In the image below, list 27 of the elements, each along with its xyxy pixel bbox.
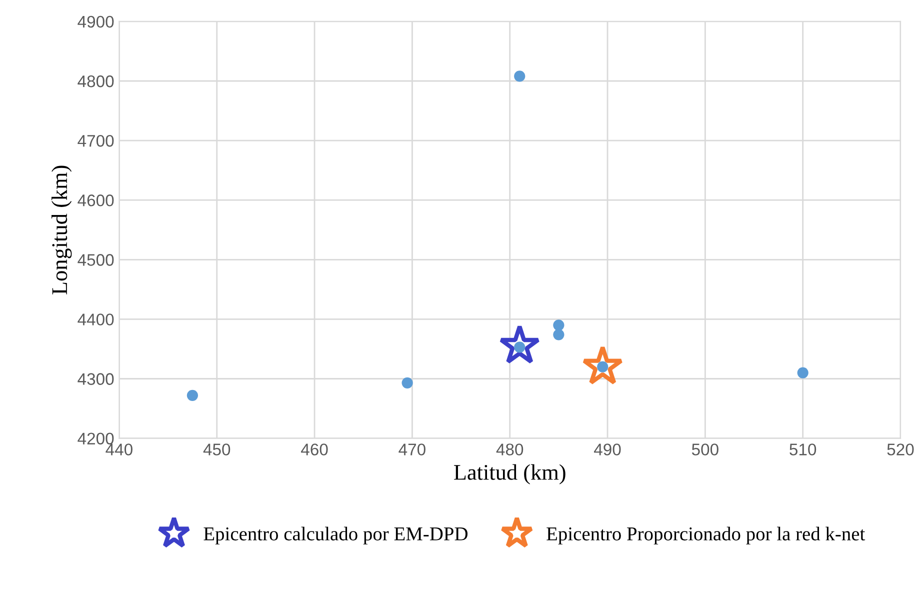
x-axis-title: Latitud (km) — [454, 464, 566, 484]
y-tick-label: 4300 — [78, 373, 114, 385]
point — [186, 390, 198, 401]
point — [797, 367, 808, 378]
x-tick-label: 440 — [106, 444, 132, 456]
point — [553, 320, 564, 331]
y-axis-title: Longitud (km) — [52, 166, 72, 294]
point — [553, 329, 564, 340]
y-tick-label: 4900 — [78, 16, 114, 28]
x-tick-label: 460 — [301, 444, 328, 456]
x-tick-label: 480 — [496, 444, 524, 456]
x-tick-label: 450 — [203, 444, 230, 456]
point — [514, 70, 526, 82]
x-tick-label: 490 — [594, 444, 621, 456]
y-tick-label: 4400 — [78, 314, 114, 326]
legend-label: Epicentro Proporcionado por la red k-net — [546, 526, 866, 544]
x-tick-label: 470 — [398, 444, 426, 456]
y-tick-label: 4700 — [78, 134, 114, 147]
x-tick-label: 520 — [887, 444, 914, 456]
y-tick-label: 4500 — [78, 254, 114, 266]
y-tick-label: 4600 — [78, 194, 114, 206]
point — [402, 377, 413, 388]
x-tick-label: 500 — [692, 444, 718, 456]
y-tick-label: 4200 — [78, 432, 114, 444]
legend-label: Epicentro calculado por EM-DPD — [204, 526, 468, 544]
x-tick-label: 510 — [790, 444, 816, 456]
y-tick-label: 4800 — [78, 75, 114, 88]
